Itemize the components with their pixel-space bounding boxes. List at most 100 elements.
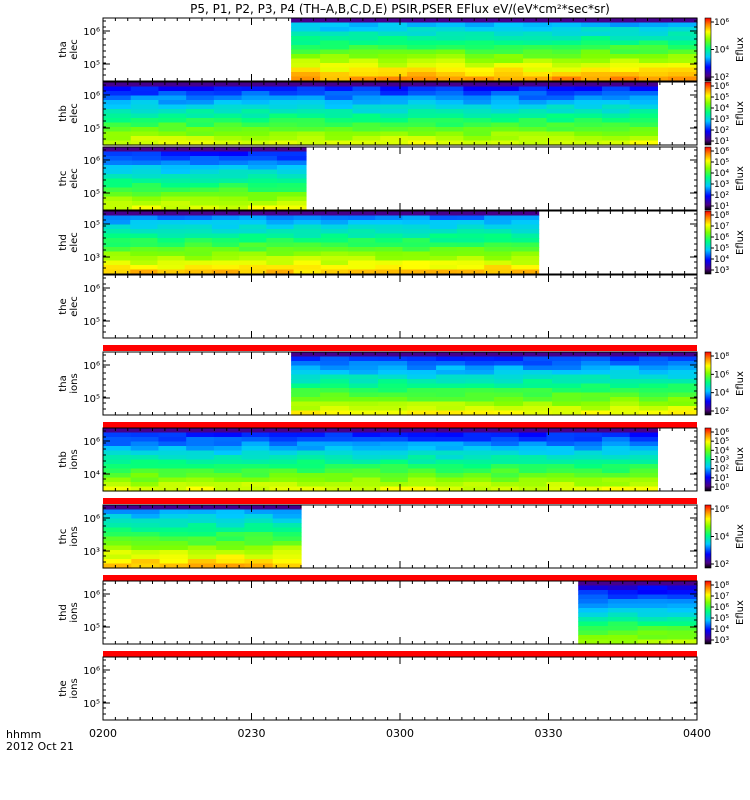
colorbar-scale (704, 580, 712, 645)
spectrogram-cell (639, 49, 669, 55)
spectrogram-cell (131, 187, 162, 193)
spectrogram-cell (130, 468, 160, 474)
colorbar-label: Eflux (735, 447, 746, 472)
spectrogram-cell (131, 523, 161, 529)
spectrogram-cell (581, 45, 611, 51)
spectrogram-cell (247, 174, 278, 180)
spectrogram-cell (629, 482, 658, 488)
spectrogram-cell (465, 76, 495, 82)
spectrogram-cell (186, 486, 215, 492)
y-tick-label: 10⁶ (83, 666, 100, 677)
spectrogram-cell (159, 514, 189, 520)
spectrogram-cell (297, 473, 326, 479)
spectrogram-cell (130, 127, 160, 133)
spectrogram-cells (103, 147, 307, 211)
spectrogram-cell (184, 260, 213, 266)
spectrogram-cell (407, 361, 437, 367)
spectrogram-cell (158, 104, 187, 110)
spectrogram-cell (291, 22, 321, 28)
spectrogram-cell (213, 477, 243, 483)
spectrogram-cell (465, 392, 495, 398)
spectrogram-cell (511, 242, 540, 248)
spectrogram-cell (293, 229, 322, 235)
panel-ylabel: thaions (58, 373, 80, 393)
spectrogram-cell (320, 54, 350, 60)
spectrogram-cell (352, 464, 381, 470)
spectrogram-cell (189, 151, 220, 157)
spectrogram-cell (216, 523, 246, 529)
spectrogram-cell (601, 437, 631, 443)
spectrogram-cell (186, 104, 215, 110)
spectrogram-cell (130, 459, 160, 465)
x-tick-label: 0300 (386, 727, 414, 740)
spectrogram-cell (291, 383, 321, 389)
spectrogram-cell (552, 58, 582, 64)
spectrogram-cell (103, 100, 132, 106)
spectrogram-cell (518, 468, 548, 474)
spectrogram-cell (269, 441, 298, 447)
spectrogram-cell (407, 140, 437, 146)
spectrogram-cell (491, 91, 520, 97)
spectrogram-cell (463, 118, 492, 124)
spectrogram-cell (610, 392, 640, 398)
spectrogram-cell (239, 220, 267, 226)
spectrogram-cell (484, 224, 512, 230)
spectrogram-cell (293, 269, 322, 275)
spectrogram-cell (407, 76, 437, 82)
spectrogram-cell (380, 477, 409, 483)
spectrogram-cell (130, 104, 160, 110)
spectrogram-cell (436, 22, 466, 28)
spectrogram-cell (297, 441, 326, 447)
spectrogram-cell (211, 247, 240, 253)
colorbar-tick-label: 10¹ (714, 137, 729, 147)
spectrogram-cell (130, 238, 159, 244)
spectrogram-cell (574, 459, 603, 465)
spectrogram-cell (131, 192, 162, 198)
spectrogram-cell (518, 140, 548, 146)
spectrogram-cell (103, 541, 132, 547)
spectrogram-cell (349, 356, 379, 362)
spectrogram-cell (244, 545, 274, 551)
spectrogram-cell (546, 459, 575, 465)
spectrogram-cell (639, 379, 669, 385)
spectrogram-cell (511, 247, 540, 253)
spectrogram-cell (186, 118, 215, 124)
spectrogram-cell (494, 49, 524, 55)
spectrogram-cell (266, 233, 295, 239)
spectrogram-cell (266, 229, 295, 235)
spectrogram-cell (103, 247, 131, 253)
spectrogram-cell (574, 464, 603, 470)
spectrogram-cell (375, 251, 404, 257)
spectrogram-cell (601, 455, 631, 461)
spectrogram-cell (103, 224, 131, 230)
spectrogram-cell (629, 428, 658, 434)
spectrogram-cell (186, 113, 215, 119)
spectrogram-cell (158, 441, 187, 447)
spectrogram-cell (130, 122, 160, 128)
spectrogram-cell (668, 72, 698, 78)
spectrogram-cell (158, 127, 187, 133)
spectrogram-cell (637, 590, 668, 596)
spectrogram-cell (629, 464, 658, 470)
spectrogram-cell (494, 388, 524, 394)
spectrogram-cell (546, 482, 575, 488)
spectrogram-cell (130, 224, 159, 230)
spectrogram-cell (435, 477, 464, 483)
spectrogram-cell (607, 608, 639, 614)
spectrogram-cell (213, 100, 243, 106)
panel-ylabel-word: thc (58, 529, 69, 545)
spectrogram-cell (436, 27, 466, 33)
spectrogram-cell (241, 104, 270, 110)
spectrogram-cell (465, 18, 495, 24)
spectrogram-cell (523, 406, 553, 412)
spectrogram-cell (160, 165, 191, 171)
spectrogram-cell (211, 220, 240, 226)
y-tick-label: 10⁵ (83, 189, 100, 200)
spectrogram-cell (130, 100, 160, 106)
spectrogram-cell (239, 260, 267, 266)
spectrogram-cell (213, 113, 243, 119)
spectrogram-cell (297, 113, 326, 119)
spectrogram-cell (241, 122, 270, 128)
spectrogram-cell (158, 109, 187, 115)
